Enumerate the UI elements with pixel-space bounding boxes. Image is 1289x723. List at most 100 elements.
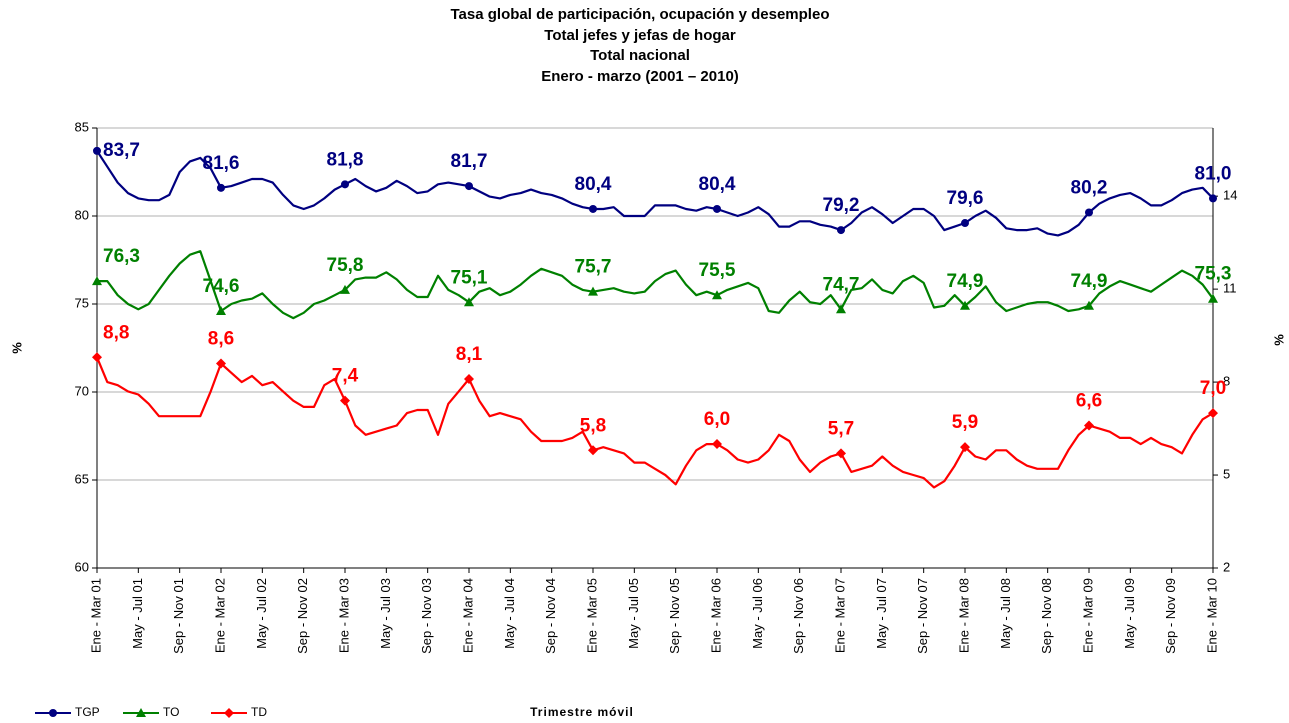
data-label: 75,1	[451, 267, 488, 288]
series-marker	[217, 183, 225, 192]
x-tick-label: May - Jul 03	[378, 578, 393, 649]
series-marker	[960, 300, 970, 310]
x-tick-label: May - Jul 05	[626, 578, 641, 649]
x-tick-label: Ene - Mar 06	[708, 578, 723, 653]
data-label: 75,7	[575, 257, 612, 278]
data-label: 8,6	[208, 329, 234, 350]
x-tick-label: Sep - Nov 01	[171, 578, 186, 654]
y2-tick-label: 11	[1223, 281, 1237, 296]
legend-label: TO	[163, 705, 179, 719]
x-tick-label: Sep - Nov 09	[1163, 578, 1178, 654]
series-marker	[216, 358, 226, 369]
x-tick-label: Sep - Nov 06	[791, 578, 806, 654]
series-marker	[1208, 408, 1218, 419]
x-tick-label: Ene - Mar 01	[88, 578, 103, 653]
x-tick-label: May - Jul 09	[1122, 578, 1137, 649]
data-label: 83,7	[103, 140, 140, 161]
data-label: 80,2	[1071, 177, 1108, 198]
legend-marker	[136, 708, 146, 717]
data-label: 80,4	[575, 174, 612, 195]
data-label: 7,4	[332, 366, 359, 387]
x-tick-label: May - Jul 02	[254, 578, 269, 649]
series-line	[97, 250, 1214, 320]
y-axis-title: %	[9, 342, 24, 354]
x-tick-label: May - Jul 06	[750, 578, 765, 649]
data-label: 6,0	[704, 409, 730, 430]
series-marker	[1085, 208, 1093, 217]
series-marker	[1084, 420, 1094, 431]
legend-label: TGP	[75, 705, 100, 719]
data-label: 8,1	[456, 344, 483, 365]
series-marker	[713, 204, 721, 213]
data-label: 8,8	[103, 322, 129, 343]
x-tick-label: May - Jul 04	[502, 578, 517, 649]
series-marker	[92, 276, 102, 286]
series-marker	[340, 395, 350, 406]
y-tick-label: 70	[75, 383, 89, 398]
series-marker	[588, 286, 598, 296]
series-marker	[837, 226, 845, 235]
y2-tick-label: 5	[1223, 466, 1230, 481]
x-axis-title: Trimestre móvil	[530, 705, 634, 719]
series-marker	[465, 182, 473, 191]
x-tick-label: May - Jul 01	[130, 578, 145, 649]
data-label: 74,7	[823, 274, 860, 295]
series-marker	[960, 442, 970, 453]
series-marker	[712, 439, 722, 450]
data-label: 5,8	[580, 415, 606, 436]
series-marker	[340, 284, 350, 294]
data-label: 75,5	[699, 260, 736, 281]
legend-marker	[224, 708, 234, 718]
x-tick-label: Ene - Mar 09	[1080, 578, 1095, 653]
y2-axis-title: %	[1271, 334, 1286, 346]
y2-tick-label: 14	[1223, 188, 1237, 203]
series-marker	[341, 180, 349, 189]
series-marker	[589, 204, 597, 213]
x-tick-label: Ene - Mar 08	[956, 578, 971, 653]
y2-tick-label: 8	[1223, 374, 1230, 389]
x-tick-label: Ene - Mar 04	[460, 578, 475, 653]
data-label: 80,4	[699, 174, 736, 195]
data-label: 74,9	[1071, 271, 1108, 292]
data-label: 75,8	[327, 255, 364, 276]
series-marker	[1208, 293, 1218, 303]
series-marker	[836, 448, 846, 459]
x-tick-label: May - Jul 07	[874, 578, 889, 649]
y-tick-label: 60	[75, 559, 89, 574]
series-marker	[1084, 300, 1094, 310]
y-tick-label: 65	[75, 471, 89, 486]
data-label: 74,6	[203, 276, 240, 297]
y2-tick-label: 2	[1223, 559, 1230, 574]
data-label: 75,3	[1195, 264, 1232, 285]
chart-title: Tasa global de participación, ocupación …	[451, 6, 830, 23]
x-tick-label: Sep - Nov 08	[1039, 578, 1054, 654]
x-tick-label: Sep - Nov 03	[419, 578, 434, 654]
legend-label: TD	[251, 705, 267, 719]
series-marker	[836, 304, 846, 314]
series-marker	[1209, 194, 1217, 203]
series-marker	[961, 219, 969, 228]
series-marker	[588, 445, 598, 456]
data-label: 79,2	[823, 195, 860, 216]
data-label: 7,0	[1200, 378, 1226, 399]
y-tick-label: 80	[75, 207, 89, 222]
series-marker	[93, 146, 101, 155]
data-label: 81,0	[1195, 163, 1232, 184]
data-label: 5,7	[828, 418, 854, 439]
series-line	[95, 356, 1214, 489]
y-tick-label: 75	[75, 295, 89, 310]
x-tick-label: Ene - Mar 10	[1204, 578, 1219, 653]
data-label: 5,9	[952, 412, 978, 433]
chart-title: Enero - marzo (2001 – 2010)	[541, 68, 739, 85]
x-tick-label: Sep - Nov 04	[543, 578, 558, 654]
x-tick-label: Ene - Mar 07	[832, 578, 847, 653]
legend-marker	[49, 709, 57, 717]
series-marker	[216, 306, 226, 316]
x-tick-label: Sep - Nov 02	[295, 578, 310, 654]
chart-title: Total nacional	[590, 47, 690, 64]
series-marker	[92, 352, 102, 363]
series-line	[96, 150, 1214, 237]
y-tick-label: 85	[75, 119, 89, 134]
x-tick-label: Sep - Nov 05	[667, 578, 682, 654]
